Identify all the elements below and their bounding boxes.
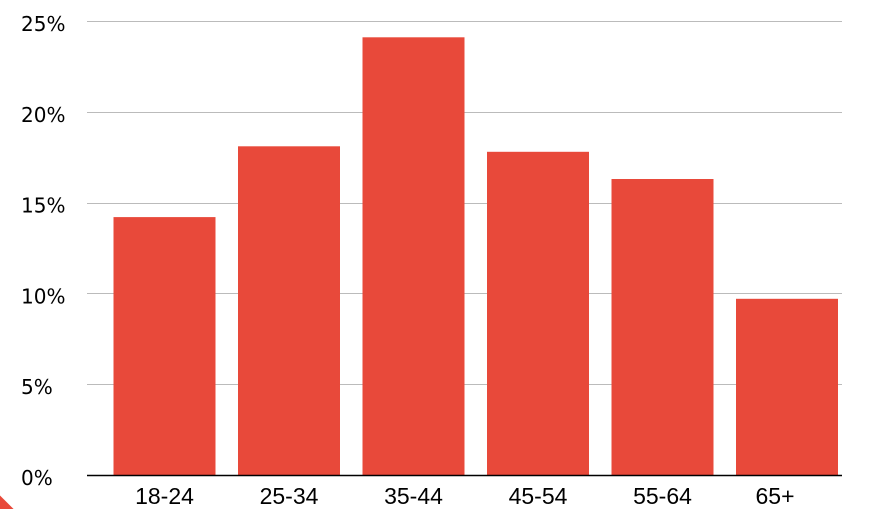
corner-marker bbox=[0, 491, 18, 509]
x-tick-label-18-24: 18-24 bbox=[135, 483, 194, 509]
bar-55-64 bbox=[611, 179, 714, 475]
y-tick-label-5: 5% bbox=[21, 375, 53, 399]
x-tick-label-65+: 65+ bbox=[755, 483, 794, 509]
bar-25-34 bbox=[238, 146, 340, 476]
y-tick-label-0: 0% bbox=[21, 466, 53, 490]
y-tick-label-20: 20% bbox=[21, 103, 65, 127]
bars bbox=[113, 37, 838, 476]
bar-45-54 bbox=[487, 151, 589, 476]
x-tick-label-25-34: 25-34 bbox=[260, 483, 319, 509]
bar-35-44 bbox=[362, 37, 465, 476]
y-tick-label-25: 25% bbox=[21, 12, 65, 36]
y-tick-labels: 0% 5% 10% 15% 20% 25% bbox=[21, 12, 65, 490]
bar-18-24 bbox=[113, 217, 216, 475]
x-tick-label-45-54: 45-54 bbox=[509, 483, 568, 509]
y-tick-label-15: 15% bbox=[21, 194, 65, 218]
x-tick-label-55-64: 55-64 bbox=[633, 483, 692, 509]
x-tick-label-35-44: 35-44 bbox=[384, 483, 443, 509]
x-tick-labels: 18-24 25-34 35-44 45-54 55-64 65+ bbox=[135, 483, 794, 509]
y-tick-label-10: 10% bbox=[21, 284, 65, 308]
bar-65+ bbox=[736, 298, 838, 475]
